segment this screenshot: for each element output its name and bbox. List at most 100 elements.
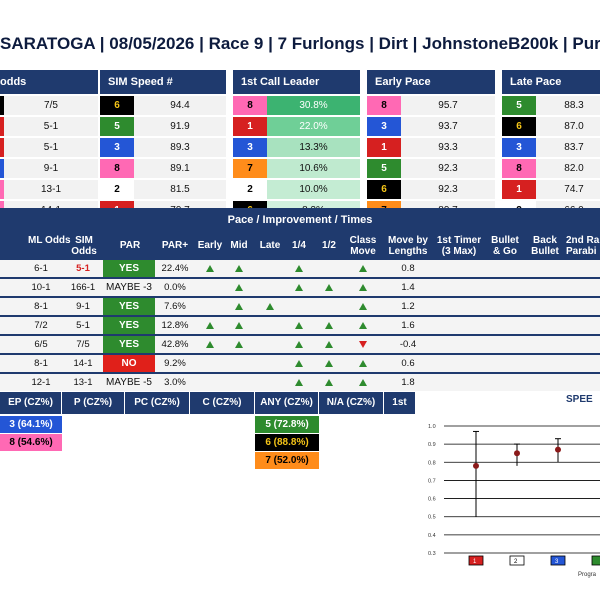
col-mid[interactable]: Mid: [230, 240, 248, 251]
up-arrow-icon: [235, 341, 243, 348]
panel-row: 6 92.3: [367, 180, 495, 199]
ml-odds-cell: 6/5: [34, 339, 48, 350]
col-late[interactable]: Late: [259, 240, 281, 251]
up-arrow-icon: [295, 265, 303, 272]
program-badge: 3: [100, 138, 134, 157]
x-axis-label: Progra: [578, 572, 597, 578]
up-arrow-icon: [295, 341, 303, 348]
up-arrow-icon: [359, 303, 367, 310]
program-badge: 3: [367, 117, 401, 136]
col-class-move[interactable]: Class Move: [349, 235, 377, 257]
table-row[interactable]: 8-1 9-1 YES 7.6% 1.2: [0, 298, 600, 315]
panel-row: 5 92.3: [367, 159, 495, 178]
sim-odds-cell: 13-1: [73, 377, 93, 388]
program-badge: 8: [502, 159, 536, 178]
panel-value: 89.1: [134, 159, 226, 178]
program-badge: 6: [502, 117, 536, 136]
panel-value: 83.7: [536, 138, 600, 157]
panel-header[interactable]: 1st Call Leader: [233, 70, 360, 94]
col-par-plus[interactable]: PAR+: [161, 240, 189, 251]
panel-row: 5 91.9: [100, 117, 226, 136]
par-cell: YES: [103, 260, 155, 277]
speed-chart: 1.0 0.9 0.8 0.7 0.6 0.5 0.4 0.3 1 2 3 Progra: [428, 424, 600, 578]
up-arrow-icon: [325, 284, 333, 291]
col-na[interactable]: N/A (CZ%): [319, 392, 384, 414]
panel-row: 6 94.4: [100, 96, 226, 115]
panel-value: 87.0: [536, 117, 600, 136]
up-arrow-icon: [206, 322, 214, 329]
table-row[interactable]: 10-1 166-1 MAYBE -3 0.0% 1.4: [0, 279, 600, 296]
speed-chart-title: SPEE: [566, 394, 593, 405]
up-arrow-icon: [235, 303, 243, 310]
col-second-race[interactable]: 2nd Ra Parabi: [566, 235, 600, 257]
program-swatch: [591, 555, 600, 566]
col-move-lengths[interactable]: Move by Lengths: [387, 235, 428, 257]
panel-header[interactable]: Early Pace: [367, 70, 495, 94]
program-badge: [0, 159, 4, 178]
move-lengths-cell: 0.6: [401, 358, 415, 369]
y-tick-label: 0.9: [428, 442, 436, 448]
panel-header[interactable]: odds: [0, 70, 98, 94]
table-row[interactable]: 7/2 5-1 YES 12.8% 1.6: [0, 317, 600, 334]
col-ml-odds[interactable]: ML Odds: [28, 235, 71, 246]
panel-row: 5 88.3: [502, 96, 600, 115]
program-badge: 3: [502, 138, 536, 157]
up-arrow-icon: [295, 379, 303, 386]
y-tick-label: 0.4: [428, 533, 436, 539]
program-badge: [0, 96, 4, 115]
table-row[interactable]: 6-1 5-1 YES 22.4% 0.8: [0, 260, 600, 277]
col-sim-odds[interactable]: SIM Odds: [71, 235, 97, 257]
col-ep[interactable]: EP (CZ%): [0, 392, 62, 414]
run-style-cell: 6 (88.8%): [255, 434, 319, 451]
par-plus-cell: 7.6%: [164, 301, 186, 312]
panel-value: 91.9: [134, 117, 226, 136]
y-tick-label: 1.0: [428, 424, 436, 430]
pace-table-title: Pace / Improvement / Times: [227, 214, 373, 226]
program-badge: 2: [233, 180, 267, 199]
sim-odds-cell: 166-1: [70, 282, 96, 293]
par-cell: YES: [103, 336, 155, 353]
panel-value: 7/5: [4, 96, 98, 115]
panel-row: 1 22.0%: [233, 117, 360, 136]
panel-1: SIM Speed #694.4591.9389.3889.1281.5179.…: [100, 70, 226, 220]
up-arrow-icon: [325, 379, 333, 386]
col-quarter[interactable]: 1/4: [292, 240, 306, 251]
panel-value: 95.7: [401, 96, 495, 115]
table-row[interactable]: 8-1 14-1 NO 9.2% 0.6: [0, 355, 600, 372]
panel-header[interactable]: SIM Speed #: [100, 70, 226, 94]
program-swatch: [550, 555, 566, 566]
panel-value: 74.7: [536, 180, 600, 199]
col-back-bullet[interactable]: Back Bullet: [531, 235, 559, 257]
up-arrow-icon: [359, 265, 367, 272]
panel-value: 92.3: [401, 159, 495, 178]
col-half[interactable]: 1/2: [322, 240, 336, 251]
col-first[interactable]: 1st: [384, 392, 416, 414]
col-p[interactable]: P (CZ%): [62, 392, 125, 414]
program-badge: [0, 180, 4, 199]
col-bullet-go[interactable]: Bullet & Go: [491, 235, 519, 257]
col-c[interactable]: C (CZ%): [190, 392, 255, 414]
col-early[interactable]: Early: [197, 240, 223, 251]
ml-odds-cell: 6-1: [34, 263, 48, 274]
col-any[interactable]: ANY (CZ%): [255, 392, 319, 414]
col-first-timer[interactable]: 1st Timer (3 Max): [436, 235, 482, 257]
panel-2: 1st Call Leader 8 30.8% 1 22.0% 3 13.3% 7 10.6% 2…: [233, 70, 360, 220]
table-row[interactable]: 6/5 7/5 YES 42.8% -0.4: [0, 336, 600, 353]
program-swatch: [509, 555, 525, 566]
ml-odds-cell: 8-1: [34, 301, 48, 312]
col-pc[interactable]: PC (CZ%): [125, 392, 190, 414]
up-arrow-icon: [295, 322, 303, 329]
col-par[interactable]: PAR: [119, 240, 141, 251]
par-plus-cell: 9.2%: [164, 358, 186, 369]
panel-row: 5-1: [0, 117, 98, 136]
table-row[interactable]: 12-1 13-1 MAYBE -5 3.0% 1.8: [0, 374, 600, 391]
panel-row: 13-1: [0, 180, 98, 199]
panel-header[interactable]: Late Pace: [502, 70, 600, 94]
panel-value: 5-1: [4, 117, 98, 136]
ml-odds-cell: 10-1: [31, 282, 51, 293]
up-arrow-icon: [359, 360, 367, 367]
panel-row: 1 74.7: [502, 180, 600, 199]
program-badge: 6: [367, 180, 401, 199]
program-badge: 8: [100, 159, 134, 178]
